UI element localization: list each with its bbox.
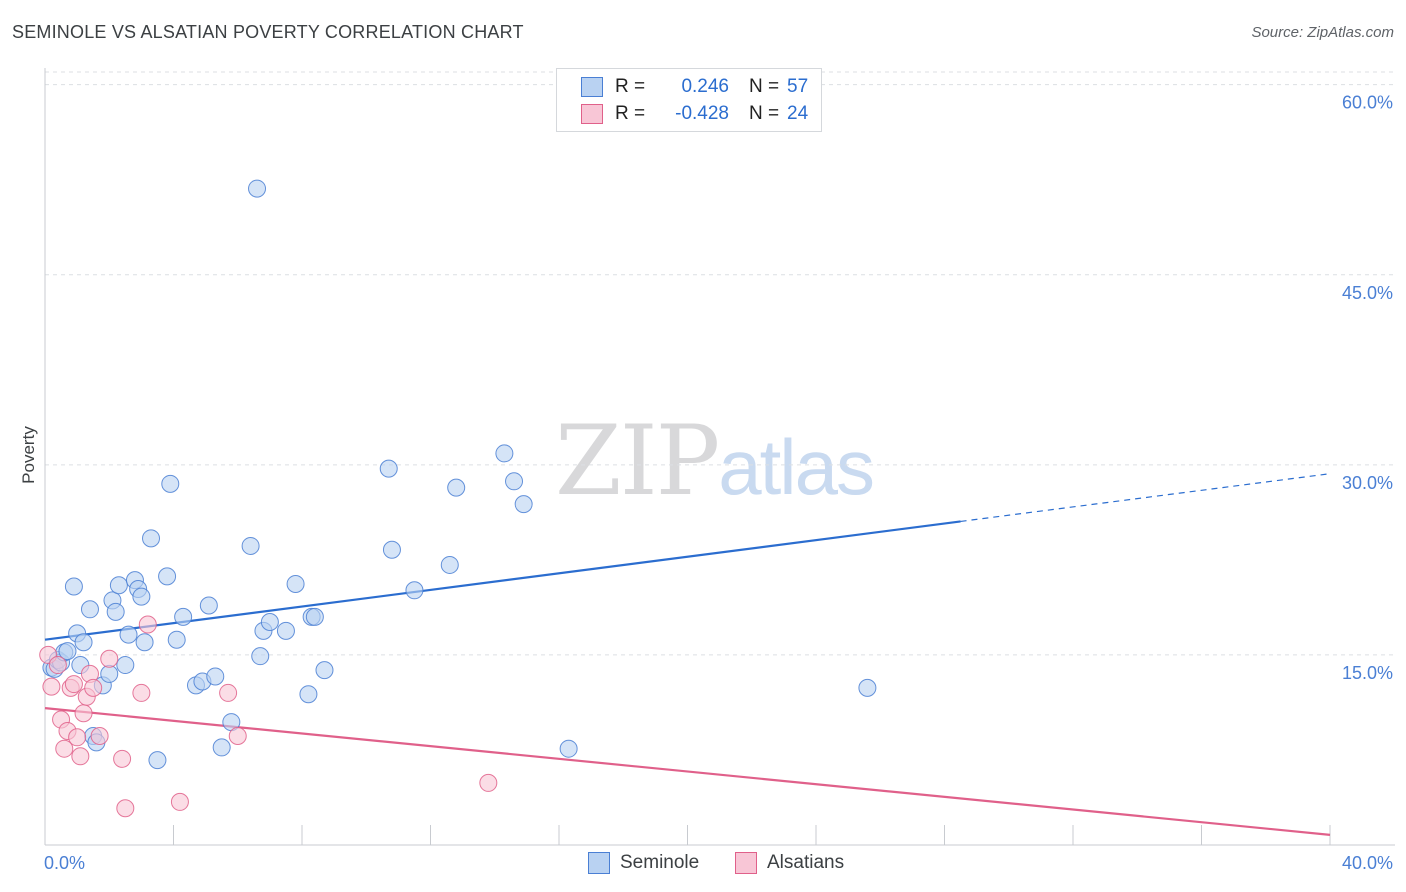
- x-tick-label: 40.0%: [1342, 853, 1393, 873]
- y-tick-label: 15.0%: [1342, 663, 1393, 683]
- series-legend: Seminole Alsatians: [0, 850, 1406, 880]
- point-seminole: [116, 656, 135, 675]
- legend-item-seminole[interactable]: Seminole: [588, 852, 699, 874]
- point-seminole: [305, 607, 324, 626]
- point-seminole: [158, 567, 177, 586]
- point-alsatians: [219, 683, 238, 702]
- legend-row-seminole: R = 0.246 N = 57: [581, 75, 808, 99]
- point-seminole: [440, 555, 459, 574]
- point-seminole: [100, 664, 119, 683]
- watermark-zip: ZIP: [555, 405, 720, 517]
- r-value: -0.428: [675, 103, 729, 124]
- n-label: N =: [749, 103, 780, 124]
- alsatians-swatch: [735, 852, 757, 874]
- stats-legend: R = 0.246 N = 57 R = -0.428 N = 24: [556, 68, 822, 132]
- y-tick-label: 60.0%: [1342, 93, 1393, 113]
- r-value: 0.246: [681, 76, 729, 97]
- point-alsatians: [90, 727, 109, 746]
- point-seminole: [251, 647, 270, 666]
- point-seminole: [379, 459, 398, 478]
- point-seminole: [405, 581, 424, 600]
- point-alsatians: [116, 799, 135, 818]
- point-alsatians: [42, 677, 61, 696]
- trendline-alsatians: [44, 707, 1331, 836]
- point-seminole: [495, 444, 514, 463]
- x-tick-label: 0.0%: [44, 853, 85, 873]
- r-label: R =: [615, 103, 646, 124]
- watermark: ZIPatlas: [555, 405, 875, 517]
- point-seminole: [505, 472, 524, 491]
- point-alsatians: [64, 675, 83, 694]
- source-note: Source: ZipAtlas.com: [1251, 24, 1394, 41]
- point-seminole: [167, 630, 186, 649]
- point-seminole: [74, 633, 93, 652]
- point-alsatians: [55, 739, 74, 758]
- legend-label-alsatians: Alsatians: [767, 852, 845, 873]
- point-alsatians: [84, 678, 103, 697]
- point-seminole: [260, 612, 279, 631]
- point-seminole: [174, 607, 193, 626]
- n-value: 57: [787, 76, 809, 97]
- point-alsatians: [100, 649, 119, 668]
- gridlines: [45, 71, 1395, 656]
- point-alsatians: [228, 727, 247, 746]
- point-alsatians: [132, 683, 151, 702]
- point-seminole: [199, 596, 218, 615]
- point-seminole: [447, 478, 466, 497]
- legend-item-alsatians[interactable]: Alsatians: [735, 852, 844, 874]
- point-seminole: [148, 751, 167, 770]
- point-seminole: [315, 661, 334, 680]
- point-seminole: [382, 540, 401, 559]
- watermark-atlas: atlas: [718, 423, 875, 511]
- point-seminole: [248, 179, 267, 198]
- point-alsatians: [74, 704, 93, 723]
- n-value: 24: [787, 103, 809, 124]
- point-seminole: [299, 685, 318, 704]
- point-seminole: [119, 625, 138, 644]
- n-label: N =: [749, 76, 780, 97]
- point-seminole: [276, 621, 295, 640]
- point-seminole: [80, 600, 99, 619]
- chart-title: SEMINOLE VS ALSATIAN POVERTY CORRELATION…: [12, 22, 524, 42]
- point-seminole: [241, 536, 260, 555]
- legend-row-alsatians: R = -0.428 N = 24: [581, 102, 808, 126]
- y-axis-label: Poverty: [19, 426, 38, 484]
- point-seminole: [514, 495, 533, 514]
- y-tick-labels: 15.0% 30.0% 45.0% 60.0%: [1342, 93, 1393, 683]
- point-seminole: [64, 577, 83, 596]
- point-alsatians: [138, 615, 157, 634]
- point-seminole: [135, 633, 154, 652]
- point-seminole: [58, 642, 77, 661]
- alsatians-swatch: [581, 104, 603, 124]
- point-seminole: [106, 602, 125, 621]
- point-alsatians: [48, 656, 67, 675]
- axes: [44, 68, 1395, 846]
- point-seminole: [286, 574, 305, 593]
- point-seminole: [212, 738, 231, 757]
- point-alsatians: [479, 773, 498, 792]
- x-tick-labels: 0.0% 40.0%: [44, 853, 1393, 873]
- r-label: R =: [615, 76, 646, 97]
- trendlines: [44, 473, 1331, 836]
- point-alsatians: [71, 747, 90, 766]
- point-seminole: [858, 678, 877, 697]
- point-alsatians: [170, 792, 189, 811]
- trendline-seminole: [44, 520, 961, 641]
- point-seminole: [109, 576, 128, 595]
- seminole-swatch: [588, 852, 610, 874]
- point-alsatians: [68, 728, 87, 747]
- data-points: [39, 179, 877, 818]
- seminole-swatch: [581, 77, 603, 97]
- y-tick-label: 45.0%: [1342, 283, 1393, 303]
- point-alsatians: [113, 749, 132, 768]
- legend-label-seminole: Seminole: [620, 852, 700, 873]
- point-seminole: [132, 587, 151, 606]
- point-seminole: [206, 667, 225, 686]
- trendline-seminole-extension: [960, 473, 1331, 523]
- point-seminole: [559, 739, 578, 758]
- point-seminole: [161, 474, 180, 493]
- point-seminole: [142, 529, 161, 548]
- y-tick-label: 30.0%: [1342, 473, 1393, 493]
